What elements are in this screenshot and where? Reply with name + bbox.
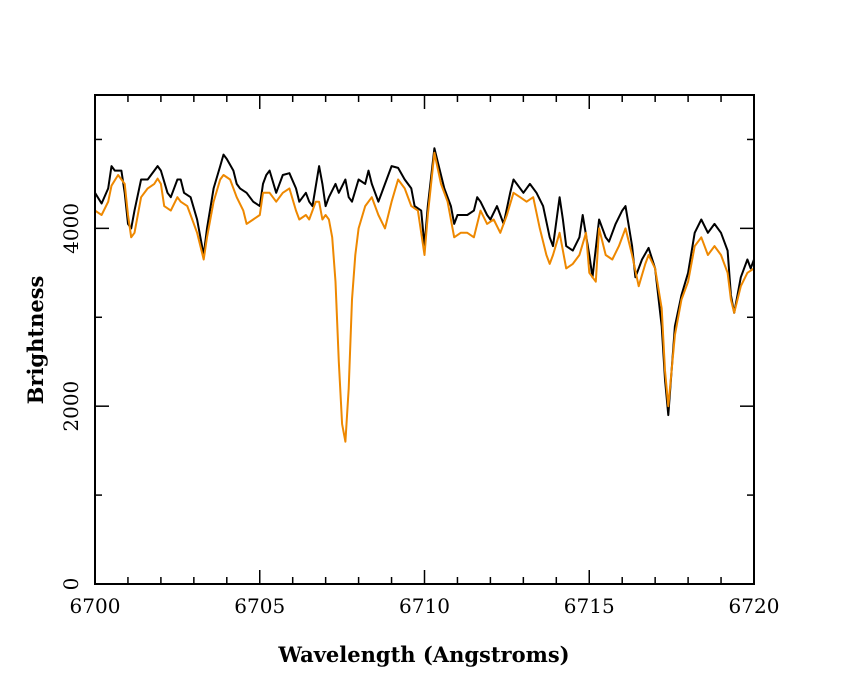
series-line-1 bbox=[94, 147, 755, 417]
y-axis-title: Brightness bbox=[23, 276, 48, 405]
x-tick-label: 6710 bbox=[399, 594, 450, 618]
x-tick-label: 6715 bbox=[564, 594, 615, 618]
y-tick-label: 0 bbox=[59, 578, 83, 591]
y-tick-label: 2000 bbox=[59, 381, 83, 432]
series-lines bbox=[94, 147, 755, 443]
series-line-2 bbox=[94, 151, 755, 443]
x-tick-label: 6700 bbox=[70, 594, 121, 618]
x-tick-label: 6705 bbox=[234, 594, 285, 618]
plot-frame bbox=[94, 94, 755, 585]
x-tick-label: 6720 bbox=[729, 594, 780, 618]
x-axis-title: Wavelength (Angstroms) bbox=[277, 642, 569, 667]
y-tick-label: 4000 bbox=[59, 203, 83, 254]
tick-labels: 6700 6705 6710 6715 6720 0 2000 4000 bbox=[59, 203, 779, 618]
axis-ticks bbox=[94, 95, 755, 585]
